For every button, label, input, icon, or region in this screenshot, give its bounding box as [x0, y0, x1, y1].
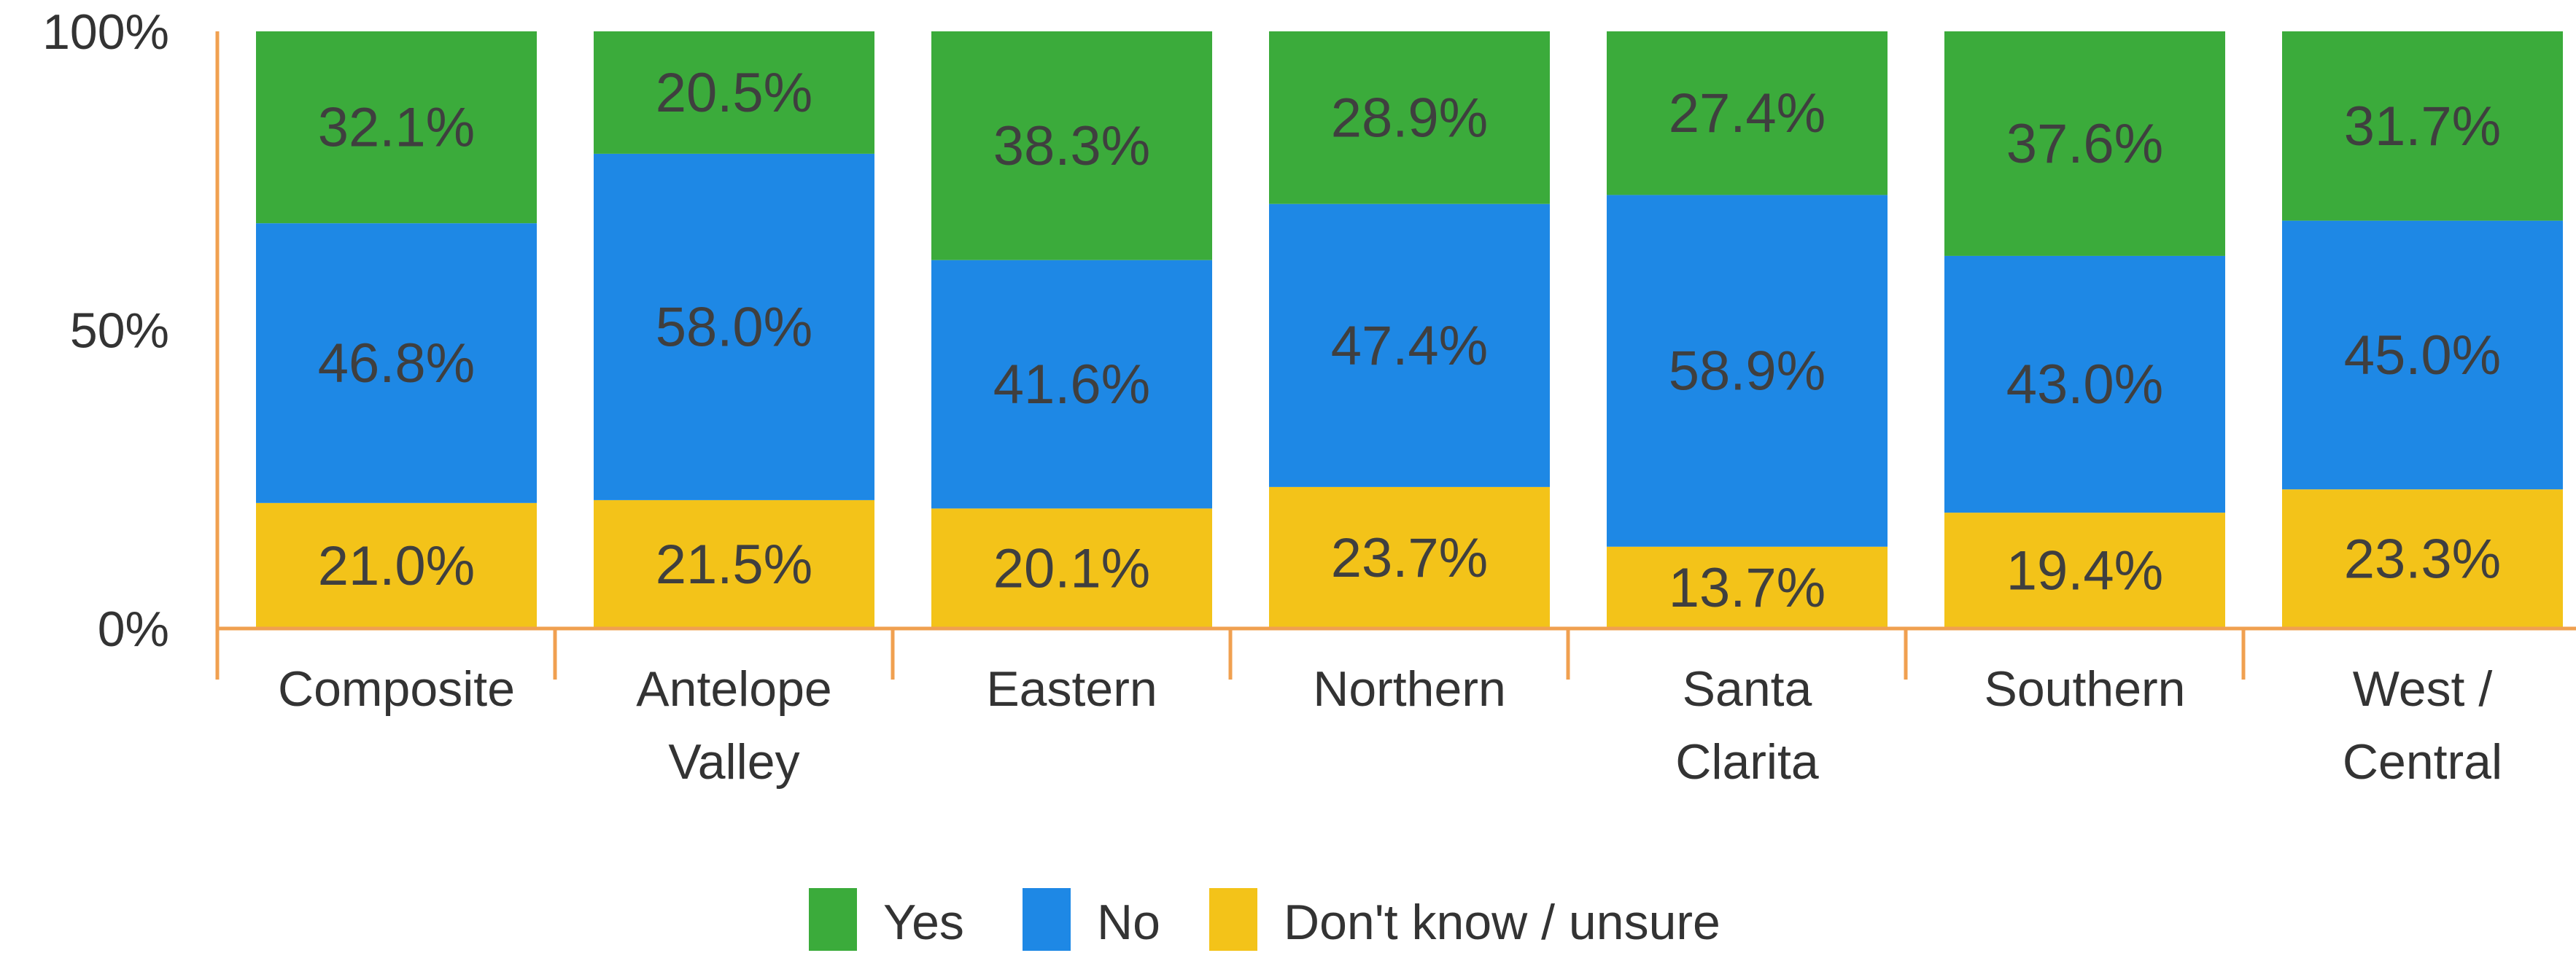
category-label: West /	[2353, 661, 2493, 717]
bar-segment	[256, 223, 537, 503]
data-label: 45.0%	[2344, 324, 2502, 386]
bar-segment	[1607, 31, 1888, 195]
category-label: Valley	[668, 734, 799, 790]
category-label: Central	[2343, 734, 2502, 790]
data-label: 43.0%	[2006, 354, 2164, 416]
data-label: 23.3%	[2344, 529, 2502, 591]
y-ticks-group: 0% 50% 100%	[42, 4, 169, 657]
data-label: 21.0%	[318, 535, 476, 597]
axes-group	[215, 31, 2576, 680]
legend-swatch	[1209, 888, 1257, 951]
y-tick-label: 50%	[70, 303, 169, 359]
category-label: Composite	[278, 661, 515, 717]
bars-group: 21.0% 46.8% 32.1% 21.5% 58.0% 20.5% 20.1% 41.6%…	[256, 31, 2563, 629]
legend: Yes No Don't know / unsure	[809, 888, 1720, 951]
bar-segment	[931, 508, 1212, 629]
data-label: 46.8%	[318, 332, 476, 394]
data-label: 28.9%	[1331, 87, 1489, 149]
legend-label: Don't know / unsure	[1284, 895, 1720, 950]
y-tick-label: 0%	[98, 602, 169, 657]
category-label: Northern	[1313, 661, 1506, 717]
data-label: 20.5%	[656, 62, 813, 124]
legend-label: No	[1097, 895, 1160, 950]
data-label: 32.1%	[318, 97, 476, 159]
bar-segment	[256, 31, 537, 224]
category-label: Clarita	[1675, 734, 1819, 790]
bar-segment	[1944, 31, 2225, 256]
bar-segment	[1269, 203, 1550, 487]
category-label: Antelope	[636, 661, 831, 717]
bar-segment	[2282, 31, 2563, 221]
bar-segment	[594, 153, 874, 500]
data-label: 58.0%	[656, 296, 813, 358]
data-label: 41.6%	[993, 354, 1151, 416]
bar-segment	[256, 502, 537, 629]
bar-segment	[594, 31, 874, 154]
data-label: 37.6%	[2006, 113, 2164, 175]
bar-segment	[1607, 195, 1888, 547]
category-label: Eastern	[986, 661, 1157, 717]
data-label: 47.4%	[1331, 315, 1489, 377]
bar-segment	[1944, 255, 2225, 513]
data-label: 58.9%	[1669, 341, 1826, 402]
bar-segment	[1269, 486, 1550, 629]
category-label: Santa	[1683, 661, 1812, 717]
data-label: 19.4%	[2006, 540, 2164, 602]
bar-segment	[2282, 220, 2563, 490]
bar-segment	[931, 260, 1212, 509]
legend-swatch	[1023, 888, 1071, 951]
y-tick-label: 100%	[42, 4, 169, 60]
data-label: 38.3%	[993, 115, 1151, 177]
legend-swatch	[809, 888, 857, 951]
bar-segment	[1607, 546, 1888, 629]
data-label: 27.4%	[1669, 82, 1826, 144]
legend-label: Yes	[883, 895, 964, 950]
category-labels-group: Composite Antelope Valley Eastern Northern Sa…	[278, 661, 2502, 790]
data-label: 31.7%	[2344, 96, 2502, 157]
bar-segment	[1944, 513, 2225, 629]
data-label: 20.1%	[993, 538, 1151, 600]
bar-segment	[1269, 31, 1550, 204]
category-label: Southern	[1985, 661, 2186, 717]
data-label: 21.5%	[656, 534, 813, 596]
data-label: 13.7%	[1669, 557, 1826, 619]
data-label: 23.7%	[1331, 527, 1489, 589]
bar-segment	[931, 31, 1212, 260]
bar-segment	[2282, 489, 2563, 629]
bar-segment	[594, 499, 874, 629]
